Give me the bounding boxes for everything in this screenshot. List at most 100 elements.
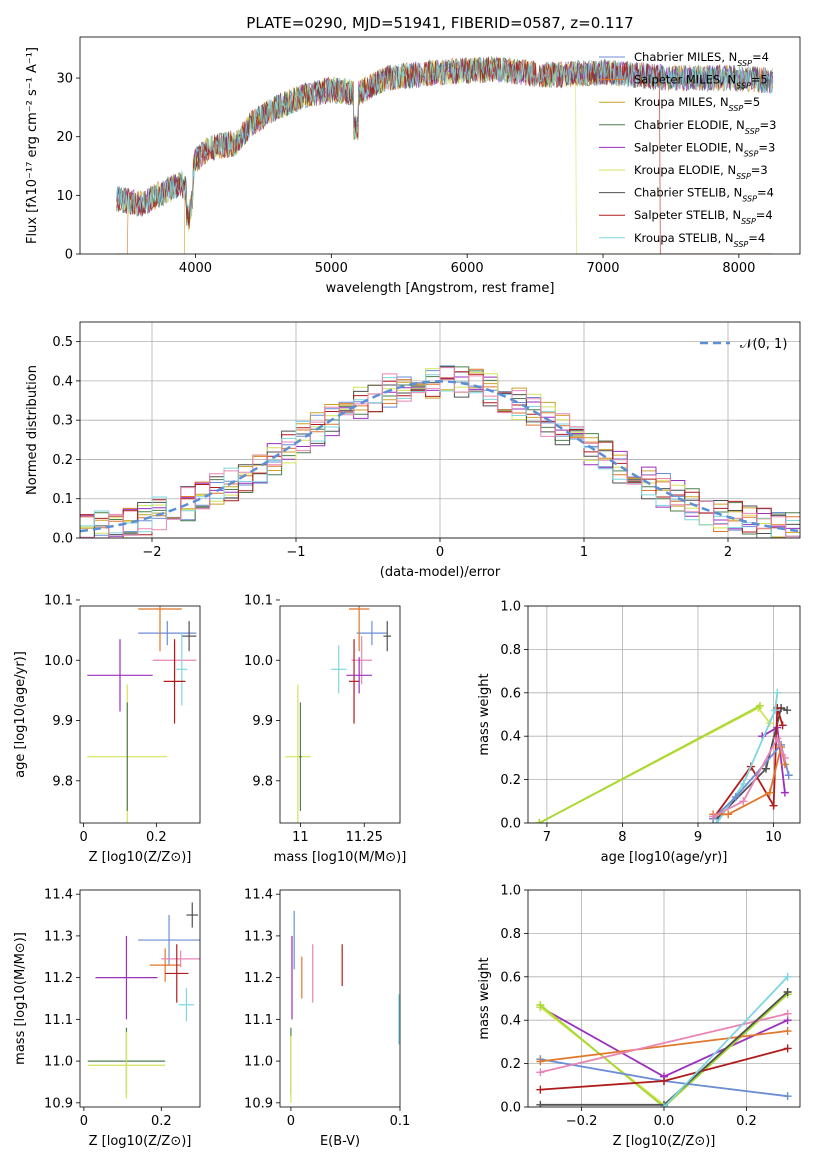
plot-area-residuals: [80, 365, 800, 538]
y-tick-label: 10.0: [44, 654, 73, 669]
x-axis-label: Z [log10(Z/Z⊙)]: [89, 850, 192, 865]
y-tick-label: 0: [65, 248, 73, 263]
y-tick-label: 11.0: [244, 1055, 273, 1070]
x-axis-label: mass [log10(M/M⊙)]: [274, 850, 407, 865]
x-tick-label: 0.2: [151, 1114, 172, 1129]
axes-frame: [279, 605, 401, 824]
x-tick-label: 6000: [451, 261, 484, 276]
legend-label: Kroupa STELIB, NSSP=4: [634, 231, 765, 249]
y-tick-label: 11.4: [44, 888, 73, 903]
y-tick-label: 0.2: [500, 773, 521, 788]
y-tick-label: 11.2: [244, 971, 273, 986]
legend-label: Kroupa MILES, NSSP=5: [634, 95, 760, 113]
y-tick-label: 0.8: [500, 927, 521, 942]
y-tick-label: 0.5: [52, 335, 73, 350]
panel-spectrum: 4000 5000 6000 7000 8000 0 10 20 30 wavelength [A…: [25, 36, 801, 296]
x-tick-label: 0: [79, 830, 87, 845]
normal-curve: [80, 380, 800, 533]
y-tick-label: 10.0: [244, 654, 273, 669]
y-tick-label: 1.0: [500, 600, 521, 615]
residual-histogram: [80, 367, 800, 538]
y-axis-label: mass weight: [477, 957, 492, 1039]
legend-label: Salpeter STELIB, NSSP=4: [634, 208, 773, 226]
legend-label: Salpeter ELODIE, NSSP=3: [634, 140, 775, 158]
x-tick-label: 9: [694, 830, 702, 845]
weight-line: [712, 743, 790, 820]
axes-frame: [79, 36, 801, 255]
x-tick-label: 0.1: [390, 1114, 411, 1129]
y-tick-label: 10.9: [44, 1096, 73, 1111]
y-tick-label: 11.2: [44, 971, 73, 986]
plot-area-age_vs_mass: [285, 606, 392, 823]
y-tick-label: 0.0: [500, 817, 521, 832]
y-tick-label: 9.9: [52, 714, 73, 729]
x-axis-label: age [log10(age/yr)]: [601, 850, 728, 865]
plot-area-mass_vs_Z: [87, 902, 200, 1099]
x-axis-label: E(B-V): [320, 1134, 360, 1149]
weight-marker: [783, 1009, 792, 1018]
y-tick-label: 0.6: [500, 686, 521, 701]
weight-marker: [771, 706, 780, 715]
panel-mass_vs_EBV: 0 0.1 10.9 11.0 11.1 11.2 11.3 11.4 E(B-V): [244, 888, 410, 1149]
x-tick-label: −0.2: [566, 1114, 598, 1129]
axes-frame: [79, 321, 801, 539]
y-axis-label: mass weight: [477, 673, 492, 755]
weight-marker: [536, 1085, 545, 1094]
weight-marker: [709, 812, 718, 821]
plot-area-massweight_vs_age: [535, 688, 793, 823]
weight-marker: [783, 1044, 792, 1053]
weight-marker: [536, 1001, 545, 1010]
legend: 𝒩(0, 1): [700, 337, 787, 352]
panel-massweight_vs_Z: −0.2 0.0 0.2 0.0 0.2 0.4 0.6 0.8 1.0 Z [log10(Z/Z…: [477, 884, 801, 1149]
weight-marker: [783, 972, 792, 981]
x-tick-label: 8: [618, 830, 626, 845]
y-tick-label: 0.8: [500, 643, 521, 658]
x-axis-label: Z [log10(Z/Z⊙)]: [89, 1134, 192, 1149]
legend-label: 𝒩(0, 1): [740, 337, 787, 352]
weight-marker: [536, 1068, 545, 1077]
x-tick-label: 0.2: [146, 830, 167, 845]
y-tick-label: 10.9: [244, 1096, 273, 1111]
y-tick-label: 1.0: [500, 884, 521, 899]
weight-marker: [784, 771, 793, 780]
weight-marker: [724, 810, 733, 819]
weight-line: [540, 1012, 788, 1074]
x-tick-label: 0: [436, 545, 444, 560]
y-tick-label: 10.1: [44, 593, 73, 608]
plot-area-mass_vs_EBV: [290, 910, 400, 1103]
x-tick-label: 7000: [586, 261, 619, 276]
y-tick-label: 0.2: [52, 453, 73, 468]
y-axis-label: mass [log10(M/M⊙)]: [13, 932, 28, 1065]
x-tick-label: −1: [286, 545, 305, 560]
weight-marker: [769, 801, 778, 810]
y-tick-label: 30: [56, 72, 73, 87]
weight-marker: [783, 987, 792, 996]
x-tick-label: 0.2: [736, 1114, 757, 1129]
y-tick-label: 11.3: [244, 929, 273, 944]
axes-frame: [79, 605, 201, 824]
x-tick-label: 11: [292, 830, 309, 845]
y-tick-label: 0.6: [500, 970, 521, 985]
y-tick-label: 0.2: [500, 1057, 521, 1072]
panel-residuals: −2 −1 0 1 2 0.0 0.1 0.2 0.3 0.4 0.5 (data-model)/er…: [25, 321, 801, 580]
weight-marker: [783, 1027, 792, 1036]
plot-area-massweight_vs_Z: [536, 972, 792, 1107]
x-axis-label: wavelength [Angstrom, rest frame]: [326, 281, 555, 296]
y-tick-label: 0.4: [500, 730, 521, 745]
x-tick-label: 1: [580, 545, 588, 560]
x-tick-label: 8000: [722, 261, 755, 276]
y-tick-label: 20: [56, 130, 73, 145]
x-axis-label: Z [log10(Z/Z⊙)]: [613, 1134, 716, 1149]
weight-marker: [739, 797, 748, 806]
axes-frame: [279, 889, 401, 1108]
weight-marker: [765, 788, 774, 797]
x-tick-label: 0: [287, 1114, 295, 1129]
legend-label: Chabrier STELIB, NSSP=4: [634, 186, 774, 204]
weight-marker: [780, 753, 789, 762]
y-tick-label: 0.4: [52, 374, 73, 389]
y-tick-label: 0.0: [52, 532, 73, 547]
legend-label: Chabrier ELODIE, NSSP=3: [634, 118, 776, 136]
x-tick-label: 5000: [315, 261, 348, 276]
